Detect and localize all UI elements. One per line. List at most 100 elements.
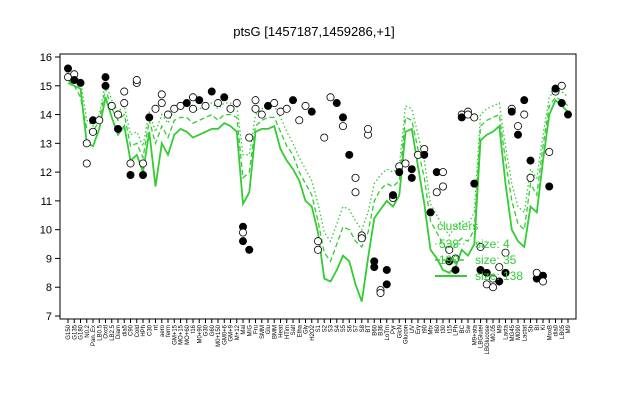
data-point-filled bbox=[64, 64, 73, 73]
x-tick-label: dia0 bbox=[554, 324, 560, 336]
x-tick-label: GM+15 bbox=[172, 324, 178, 345]
data-point-open bbox=[539, 277, 548, 286]
x-tick-label: MoxB bbox=[547, 325, 553, 340]
legend-entry: size: 4 bbox=[475, 237, 510, 251]
y-tick-label: 14 bbox=[40, 110, 52, 122]
x-tick-label: Ery bbox=[416, 325, 422, 334]
x-tick-label: LoTm bbox=[385, 325, 391, 340]
x-tick-label: aero bbox=[160, 324, 166, 337]
data-point-open bbox=[157, 99, 166, 108]
data-point-open bbox=[445, 245, 454, 254]
x-tick-label: Lacta bbox=[504, 324, 510, 339]
data-point-open bbox=[151, 104, 160, 113]
data-point-filled bbox=[482, 268, 491, 277]
data-point-open bbox=[245, 133, 254, 142]
x-tick-label: BT bbox=[366, 325, 372, 333]
y-axis: 7 8 9 10 11 12 13 14 15 16 bbox=[40, 52, 60, 323]
legend-cluster-id: 539 bbox=[439, 237, 459, 251]
data-point-open bbox=[320, 133, 329, 142]
x-tick-label: S7 bbox=[354, 324, 360, 332]
data-point-filled bbox=[238, 237, 247, 246]
x-tick-label: t15 bbox=[447, 324, 453, 333]
data-point-open bbox=[157, 90, 166, 99]
data-point-filled bbox=[182, 99, 191, 108]
data-point-open bbox=[557, 81, 566, 90]
data-point-open bbox=[201, 101, 210, 110]
data-point-open bbox=[488, 283, 497, 292]
y-tick-label: 15 bbox=[40, 81, 52, 93]
data-point-filled bbox=[101, 81, 110, 90]
data-point-open bbox=[338, 122, 347, 131]
data-point-filled bbox=[288, 96, 297, 105]
data-point-filled bbox=[114, 124, 123, 133]
data-point-filled bbox=[507, 107, 516, 116]
x-tick-label: HTim bbox=[285, 325, 291, 339]
x-tick-label: MO+60 bbox=[185, 324, 191, 345]
data-point-filled bbox=[338, 113, 347, 122]
data-point-open bbox=[188, 104, 197, 113]
data-point-open bbox=[132, 76, 141, 85]
x-tick-label: t30 bbox=[441, 324, 447, 333]
x-tick-label: M9 bbox=[497, 324, 503, 333]
data-point-open bbox=[363, 124, 372, 133]
data-point-filled bbox=[345, 150, 354, 159]
y-tick-label: 8 bbox=[46, 282, 52, 294]
data-point-open bbox=[326, 93, 335, 102]
y-tick-label: 13 bbox=[40, 138, 52, 150]
x-tick-label: M9+ata bbox=[472, 324, 478, 345]
data-point-filled bbox=[245, 245, 254, 254]
data-point-open bbox=[226, 104, 235, 113]
data-point-open bbox=[295, 116, 304, 125]
legend-cluster-id: 190 bbox=[439, 253, 459, 267]
x-tick-label: BC bbox=[460, 324, 466, 333]
data-point-open bbox=[213, 99, 222, 108]
x-tick-label: Ki bbox=[541, 325, 547, 330]
data-point-open bbox=[438, 168, 447, 177]
x-tick-label: N0.2 bbox=[85, 324, 91, 337]
x-tick-label: Oxctl bbox=[104, 325, 110, 339]
data-point-open bbox=[545, 147, 554, 156]
x-tick-label: M0.05 bbox=[491, 324, 497, 341]
data-point-filled bbox=[195, 96, 204, 105]
data-point-open bbox=[138, 159, 147, 168]
legend-title: clusters bbox=[437, 219, 478, 233]
x-tick-label: BMM bbox=[272, 325, 278, 339]
x-tick-label: S8 bbox=[360, 324, 366, 332]
data-point-open bbox=[313, 237, 322, 246]
x-tick-label: Gly bbox=[304, 325, 310, 334]
data-point-filled bbox=[76, 78, 85, 87]
x-tick-label: Etha bbox=[297, 324, 303, 337]
data-point-open bbox=[357, 234, 366, 243]
data-point-open bbox=[107, 101, 116, 110]
data-point-open bbox=[251, 96, 260, 105]
x-tick-label: GM0+6 bbox=[222, 324, 228, 345]
data-point-open bbox=[520, 110, 529, 119]
x-tick-label: MO+15 bbox=[179, 324, 185, 345]
x-tick-label: H2O2 bbox=[310, 324, 316, 340]
chart-title: ptsG [1457187,1459286,+1] bbox=[233, 24, 395, 39]
x-tick-label: GlcN bbox=[397, 325, 403, 338]
x-tick-label: Lactat bbox=[522, 325, 528, 342]
data-point-open bbox=[514, 122, 523, 131]
x-tick-label: B36 bbox=[379, 324, 385, 335]
data-point-filled bbox=[520, 96, 529, 105]
data-point-filled bbox=[451, 265, 460, 274]
x-tick-label: Mal bbox=[241, 325, 247, 335]
x-tick-label: BI bbox=[535, 325, 541, 331]
data-point-open bbox=[313, 245, 322, 254]
y-tick-label: 16 bbox=[40, 52, 52, 64]
x-tick-label: Sb bbox=[529, 324, 535, 332]
x-tick-label: Sw bbox=[466, 324, 472, 333]
data-point-filled bbox=[101, 73, 110, 82]
data-point-filled bbox=[220, 93, 229, 102]
data-point-filled bbox=[395, 168, 404, 177]
data-point-open bbox=[526, 173, 535, 182]
x-tick-label: M9 bbox=[566, 324, 572, 333]
x-tick-label: M+12 bbox=[235, 324, 241, 340]
x-tick-label: Cold bbox=[135, 325, 141, 337]
data-point-filled bbox=[564, 110, 573, 119]
data-point-filled bbox=[526, 156, 535, 165]
x-tick-label: S3 bbox=[329, 324, 335, 332]
data-point-open bbox=[82, 159, 91, 168]
x-tick-label: S2 bbox=[322, 324, 328, 332]
